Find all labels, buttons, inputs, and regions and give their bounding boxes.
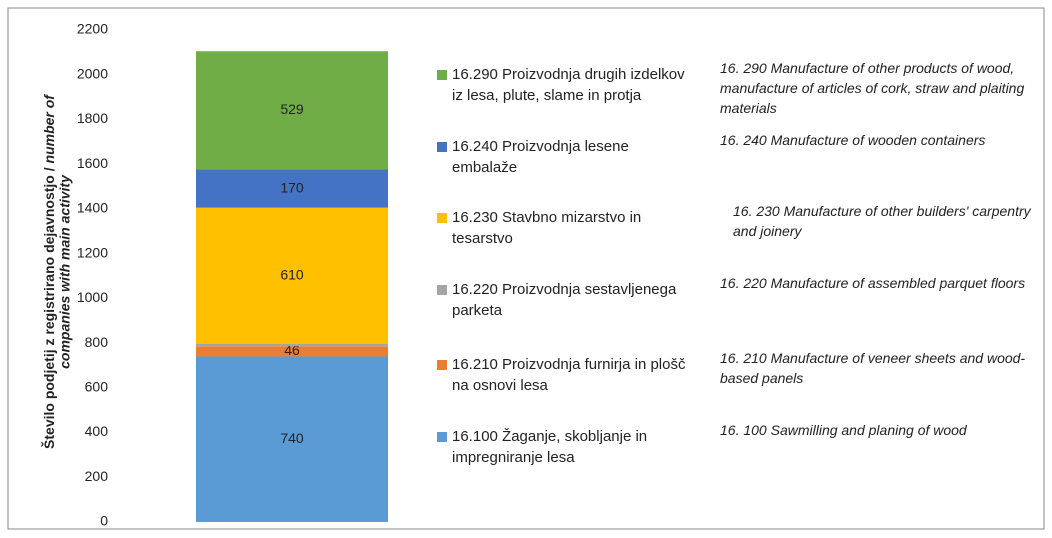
legend-label: 16.290 Proizvodnja drugih izdelkov iz le… <box>452 66 685 104</box>
legend-description: 16. 100 Sawmilling and planing of wood <box>720 422 967 438</box>
y-tick-label: 1000 <box>77 289 108 305</box>
legend-description: 16. 240 Manufacture of wooden containers <box>720 132 986 148</box>
bar-segment <box>196 51 388 170</box>
y-tick-label: 600 <box>85 379 109 395</box>
bar-segment <box>196 343 388 347</box>
bar-segment <box>196 346 388 357</box>
y-tick-label: 200 <box>85 468 109 484</box>
legend-description: 16. 220 Manufacture of assembled parquet… <box>720 275 1026 291</box>
legend-swatch <box>437 213 447 223</box>
y-label-line: companies with main activity <box>57 174 73 369</box>
y-tick-label: 1800 <box>77 110 108 126</box>
legend-swatch <box>437 360 447 370</box>
bar-segment <box>196 207 388 344</box>
y-tick-label: 800 <box>85 334 109 350</box>
legend-label: 16.210 Proizvodnja furnirja in plošč na … <box>452 356 686 394</box>
y-tick-label: 2200 <box>77 21 108 37</box>
legend-description: 16. 290 Manufacture of other products of… <box>720 60 1025 116</box>
y-tick-label: 2000 <box>77 65 108 81</box>
legend-description: 16. 210 Manufacture of veneer sheets and… <box>720 350 1026 386</box>
y-tick-label: 0 <box>100 513 108 529</box>
y-label-part: number of <box>41 94 57 164</box>
legend-label: 16.220 Proizvodnja sestavljenega parketa <box>452 281 677 319</box>
bar-segment <box>196 356 388 522</box>
legend-swatch <box>437 142 447 152</box>
data-label: 170 <box>280 179 304 195</box>
legend-label: 16.230 Stavbno mizarstvo in tesarstvo <box>452 209 642 247</box>
y-label-part: Število podjetij z registrirano dejavnos… <box>40 163 57 449</box>
legend-description: 16. 230 Manufacture of other builders' c… <box>733 203 1031 239</box>
y-tick-label: 1600 <box>77 155 108 171</box>
data-label: 529 <box>280 101 304 117</box>
frame <box>7 7 1045 530</box>
legend-swatch <box>437 285 447 295</box>
legend-label: 16.240 Proizvodnja lesene embalaže <box>452 138 629 176</box>
data-label: 740 <box>280 430 304 446</box>
y-label-line: Število podjetij z registrirano dejavnos… <box>40 94 57 449</box>
legend-swatch <box>437 70 447 80</box>
data-label: 610 <box>280 266 304 282</box>
y-tick-label: 1200 <box>77 244 108 260</box>
bar-segment <box>196 169 388 208</box>
y-axis-label: Število podjetij z registrirano dejavnos… <box>40 94 73 449</box>
y-tick-label: 400 <box>85 423 109 439</box>
y-tick-label: 1400 <box>77 200 108 216</box>
legend-label: 16.100 Žaganje, skobljanje in impregnira… <box>452 428 648 466</box>
legend-swatch <box>437 432 447 442</box>
